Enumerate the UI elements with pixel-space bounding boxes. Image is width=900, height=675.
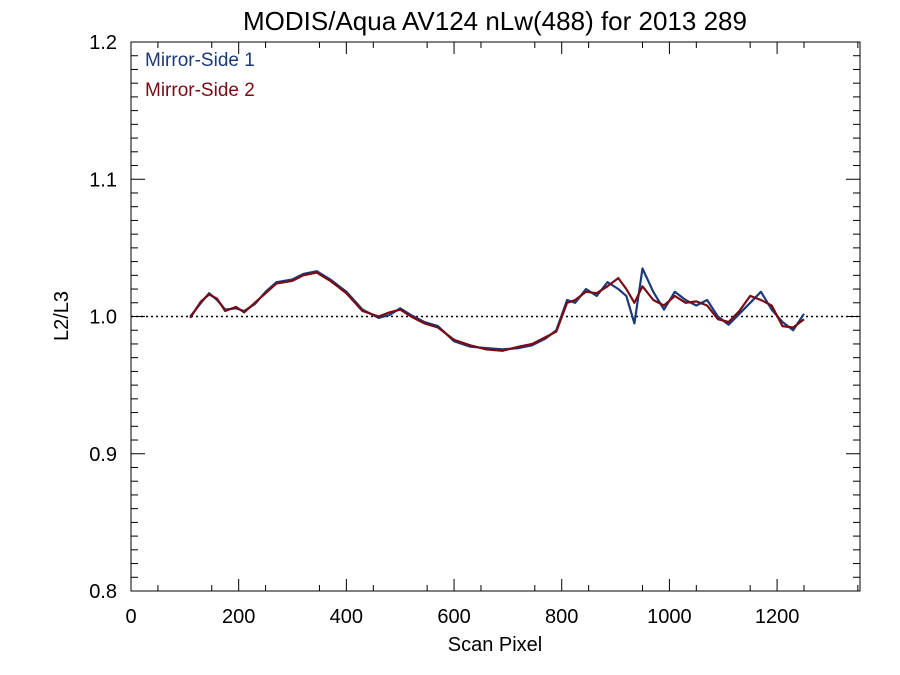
y-tick-label: 0.9 [89,444,117,466]
series-layer [189,267,805,352]
x-axis: 0 200 400 600 800 1000 1200 [125,42,859,628]
plot-frame [130,41,861,592]
x-tick-label: 0 [125,606,136,628]
x-axis-label: Scan Pixel [448,634,543,656]
x-tick-label: 200 [222,606,255,628]
legend-item-mirror-side-1: Mirror-Side 1 [145,50,255,71]
y-tick-label: 1.1 [89,169,117,191]
chart-title: MODIS/Aqua AV124 nLw(488) for 2013 289 [243,6,747,36]
x-tick-label: 1200 [755,606,800,628]
y-tick-label: 0.8 [89,581,117,603]
y-axis: 0.8 0.9 1.0 1.1 1.2 [89,32,860,603]
x-tick-label: 800 [545,606,578,628]
y-axis-label: L2/L3 [51,291,73,341]
x-tick-label: 400 [330,606,363,628]
legend: Mirror-Side 1 Mirror-Side 2 [145,50,255,101]
series-line-mirror-side-1 [189,267,805,351]
y-tick-label: 1.0 [89,307,117,329]
x-tick-label: 600 [437,606,470,628]
y-tick-label: 1.2 [89,32,117,54]
x-tick-label: 1000 [647,606,692,628]
series-line-mirror-side-2 [189,271,805,352]
legend-item-mirror-side-2: Mirror-Side 2 [145,80,255,101]
